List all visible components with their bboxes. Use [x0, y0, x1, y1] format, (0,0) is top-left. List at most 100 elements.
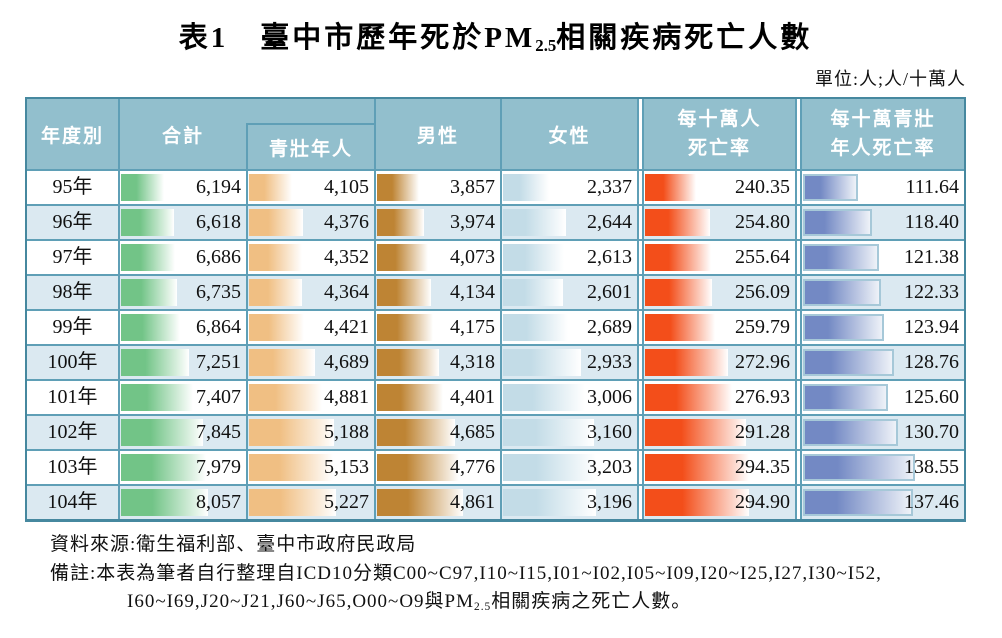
male-data-bar [377, 244, 429, 272]
column-divider [637, 171, 644, 205]
header-rate-all: 每十萬人 死亡率 [644, 99, 795, 169]
cell-value: 5,188 [324, 421, 369, 444]
header-total: 合計 [161, 125, 204, 147]
year-cell: 101年 [27, 381, 120, 415]
value-cell-rate_youth: 123.94 [802, 311, 964, 345]
cell-value: 122.33 [904, 281, 959, 304]
column-divider [795, 276, 802, 310]
data-table: 年度別 合計 青壯年人 男性 女性 每十萬人 死亡率 每十萬青壯 年人死亡率 95年… [25, 97, 966, 523]
cell-value: 240.35 [735, 176, 790, 199]
rate_all-data-bar [645, 174, 697, 202]
header-rate-youth-line1: 每十萬青壯 [830, 108, 936, 130]
cell-value: 4,689 [324, 351, 369, 374]
year-cell: 96年 [27, 206, 120, 240]
header-year: 年度別 [27, 99, 120, 170]
rate_youth-data-bar [803, 279, 881, 307]
value-cell-total: 6,686 [120, 241, 248, 275]
column-divider [637, 486, 644, 520]
value-cell-rate_youth: 130.70 [802, 416, 964, 450]
value-cell-rate_all: 259.79 [644, 311, 795, 345]
male-data-bar [377, 489, 463, 517]
source-note: 資料來源:衛生福利部、臺中市政府民政局 [50, 534, 417, 556]
table-row: 96年 6,618 4,376 3,974 2,644 254.80 118.40 [27, 206, 964, 242]
youth-data-bar [249, 209, 303, 237]
male-data-bar [377, 384, 443, 412]
page-title: 表1 臺中市歷年死於PM2.5相關疾病死亡人數 [25, 14, 966, 56]
cell-value: 6,735 [196, 281, 241, 304]
cell-value: 4,364 [324, 281, 369, 304]
value-cell-rate_all: 272.96 [644, 346, 795, 380]
youth-data-bar [249, 384, 323, 412]
rate_all-data-bar [645, 314, 716, 342]
value-cell-rate_all: 294.35 [644, 451, 795, 485]
column-divider [637, 416, 644, 450]
rate_youth-data-bar [803, 209, 873, 237]
value-cell-youth: 5,227 [248, 486, 376, 520]
column-divider [795, 241, 802, 275]
value-cell-youth: 4,689 [248, 346, 376, 380]
value-cell-rate_youth: 128.76 [802, 346, 964, 380]
value-cell-youth: 4,376 [248, 206, 376, 240]
value-cell-female: 3,203 [502, 451, 637, 485]
remark-line2-prefix: I60~I69,J20~J21,J60~J65,O00~O9與PM [127, 591, 475, 613]
cell-value: 2,337 [587, 176, 632, 199]
value-cell-youth: 4,352 [248, 241, 376, 275]
total-data-bar [121, 454, 207, 482]
youth-data-bar [249, 419, 335, 447]
cell-value: 137.46 [904, 491, 959, 514]
female-data-bar [503, 174, 549, 202]
total-data-bar [121, 349, 189, 377]
cell-value: 125.60 [904, 386, 959, 409]
value-cell-male: 4,175 [376, 311, 502, 345]
remark-line2: I60~I69,J20~J21,J60~J65,O00~O9與PM2.5相關疾病… [50, 588, 1002, 617]
cell-value: 6,618 [196, 211, 241, 234]
table-row: 99年 6,864 4,421 4,175 2,689 259.79 123.94 [27, 311, 964, 347]
cell-value: 254.80 [735, 211, 790, 234]
title-suffix: 相關疾病死亡人數 [556, 22, 813, 54]
cell-value: 4,861 [450, 491, 495, 514]
year-cell: 97年 [27, 241, 120, 275]
column-divider [795, 486, 802, 520]
column-divider [795, 206, 802, 240]
value-cell-rate_all: 240.35 [644, 171, 795, 205]
cell-value: 138.55 [904, 456, 959, 479]
cell-value: 2,613 [587, 246, 632, 269]
total-data-bar [121, 279, 177, 307]
rate_all-data-bar [645, 454, 749, 482]
cell-value: 2,601 [587, 281, 632, 304]
cell-value: 6,194 [196, 176, 241, 199]
cell-value: 7,979 [196, 456, 241, 479]
value-cell-female: 2,689 [502, 311, 637, 345]
header-rate-all-line1: 每十萬人 [677, 108, 762, 130]
cell-value: 7,845 [196, 421, 241, 444]
table-row: 97年 6,686 4,352 4,073 2,613 255.64 121.38 [27, 241, 964, 277]
table-header-row: 年度別 合計 青壯年人 男性 女性 每十萬人 死亡率 每十萬青壯 年人死亡率 [27, 99, 964, 172]
cell-value: 2,644 [587, 211, 632, 234]
rate_youth-data-bar [803, 384, 888, 412]
remark-line1: 備註:本表為筆者自行整理自ICD10分類C00~C97,I10~I15,I01~… [50, 562, 882, 584]
cell-value: 6,686 [196, 246, 241, 269]
cell-value: 3,974 [450, 211, 495, 234]
cell-value: 2,689 [587, 316, 632, 339]
value-cell-total: 7,979 [120, 451, 248, 485]
total-data-bar [121, 489, 208, 517]
cell-value: 291.28 [735, 421, 790, 444]
remark-line2-suffix: 相關疾病之死亡人數。 [491, 591, 692, 613]
cell-value: 4,175 [450, 316, 495, 339]
cell-value: 3,203 [587, 456, 632, 479]
value-cell-rate_all: 254.80 [644, 206, 795, 240]
value-cell-rate_all: 294.90 [644, 486, 795, 520]
cell-value: 4,776 [450, 456, 495, 479]
rate_all-data-bar [645, 279, 712, 307]
value-cell-total: 6,618 [120, 206, 248, 240]
cell-value: 255.64 [735, 246, 790, 269]
value-cell-total: 6,864 [120, 311, 248, 345]
cell-value: 4,376 [324, 211, 369, 234]
cell-value: 7,251 [196, 351, 241, 374]
value-cell-female: 2,644 [502, 206, 637, 240]
value-cell-male: 4,134 [376, 276, 502, 310]
value-cell-rate_all: 255.64 [644, 241, 795, 275]
column-divider [795, 416, 802, 450]
total-data-bar [121, 419, 203, 447]
value-cell-youth: 4,364 [248, 276, 376, 310]
